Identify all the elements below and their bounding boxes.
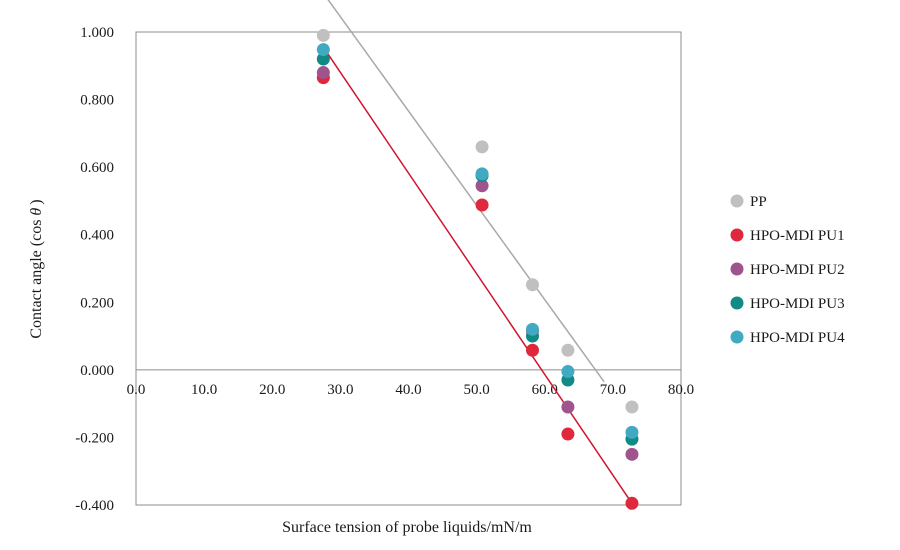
x-tick-label: 0.0 xyxy=(127,382,146,398)
data-point-hpo-mdi-pu4 xyxy=(625,425,639,439)
legend-label-hpo-mdi-pu3: HPO-MDI PU3 xyxy=(750,296,845,312)
y-tick-label: -0.400 xyxy=(75,498,114,514)
x-axis-title: Surface tension of probe liquids/mN/m xyxy=(282,519,532,536)
y-tick-label: 0.800 xyxy=(80,93,114,109)
data-point-pp xyxy=(316,28,330,42)
data-point-hpo-mdi-pu4 xyxy=(561,365,575,379)
data-point-hpo-mdi-pu2 xyxy=(561,400,575,414)
legend-label-pp: PP xyxy=(750,194,767,210)
legend-marker-hpo-mdi-pu2 xyxy=(730,262,744,276)
data-point-hpo-mdi-pu1 xyxy=(525,343,539,357)
x-tick-label: 40.0 xyxy=(395,382,421,398)
trendlines xyxy=(322,0,633,504)
x-tick-label: 20.0 xyxy=(259,382,285,398)
y-axis-title-symbol: θ xyxy=(28,208,45,216)
plot-area xyxy=(135,31,682,506)
data-point-hpo-mdi-pu2 xyxy=(475,179,489,193)
data-point-hpo-mdi-pu4 xyxy=(475,167,489,181)
legend-marker-pp xyxy=(730,194,744,208)
x-tick-label: 10.0 xyxy=(191,382,217,398)
y-tick-label: 0.000 xyxy=(80,363,114,379)
legend-label-hpo-mdi-pu4: HPO-MDI PU4 xyxy=(750,330,845,346)
y-tick-label: -0.200 xyxy=(75,430,114,446)
y-axis-title-suffix: ) xyxy=(28,199,45,204)
y-tick-label: 0.600 xyxy=(80,160,114,176)
y-tick-label: 0.400 xyxy=(80,228,114,244)
data-point-hpo-mdi-pu2 xyxy=(316,66,330,80)
axes: 0.0 10.0 20.0 30.0 40.0 50.0 60.0 70.0 80.0 1.000… xyxy=(75,25,694,514)
x-tick-label: 30.0 xyxy=(327,382,353,398)
trendline-hpo-mdi-pu1-trend xyxy=(322,46,633,504)
legend-marker-hpo-mdi-pu4 xyxy=(730,330,744,344)
y-tick-label: 1.000 xyxy=(80,25,114,41)
y-axis-title: Contact angle (cos θ) xyxy=(28,199,45,338)
legend-label-hpo-mdi-pu2: HPO-MDI PU2 xyxy=(750,262,845,278)
y-axis-title-prefix: Contact angle (cos xyxy=(28,220,45,339)
data-point-hpo-mdi-pu2 xyxy=(625,447,639,461)
legend-marker-hpo-mdi-pu3 xyxy=(730,296,744,310)
x-tick-label: 60.0 xyxy=(532,382,558,398)
data-point-pp xyxy=(561,343,575,357)
data-point-hpo-mdi-pu4 xyxy=(525,322,539,336)
data-point-hpo-mdi-pu3 xyxy=(316,52,330,66)
data-point-hpo-mdi-pu1 xyxy=(625,496,639,510)
data-point-hpo-mdi-pu4 xyxy=(316,43,330,57)
x-tick-label: 50.0 xyxy=(464,382,490,398)
x-tick-label: 80.0 xyxy=(668,382,694,398)
data-point-hpo-mdi-pu1 xyxy=(475,198,489,212)
data-points xyxy=(316,28,639,510)
plot-frame xyxy=(135,31,682,506)
data-point-pp xyxy=(475,140,489,154)
x-tick-label: 70.0 xyxy=(600,382,626,398)
data-point-hpo-mdi-pu1 xyxy=(561,427,575,441)
data-point-pp xyxy=(625,400,639,414)
trendline-pp-trend xyxy=(327,0,605,383)
data-point-pp xyxy=(525,278,539,292)
legend-label-hpo-mdi-pu1: HPO-MDI PU1 xyxy=(750,228,845,244)
legend: PP HPO-MDI PU1 HPO-MDI PU2 HPO-MDI PU3 HPO-M… xyxy=(730,194,845,346)
y-tick-label: 0.200 xyxy=(80,295,114,311)
legend-marker-hpo-mdi-pu1 xyxy=(730,228,744,242)
